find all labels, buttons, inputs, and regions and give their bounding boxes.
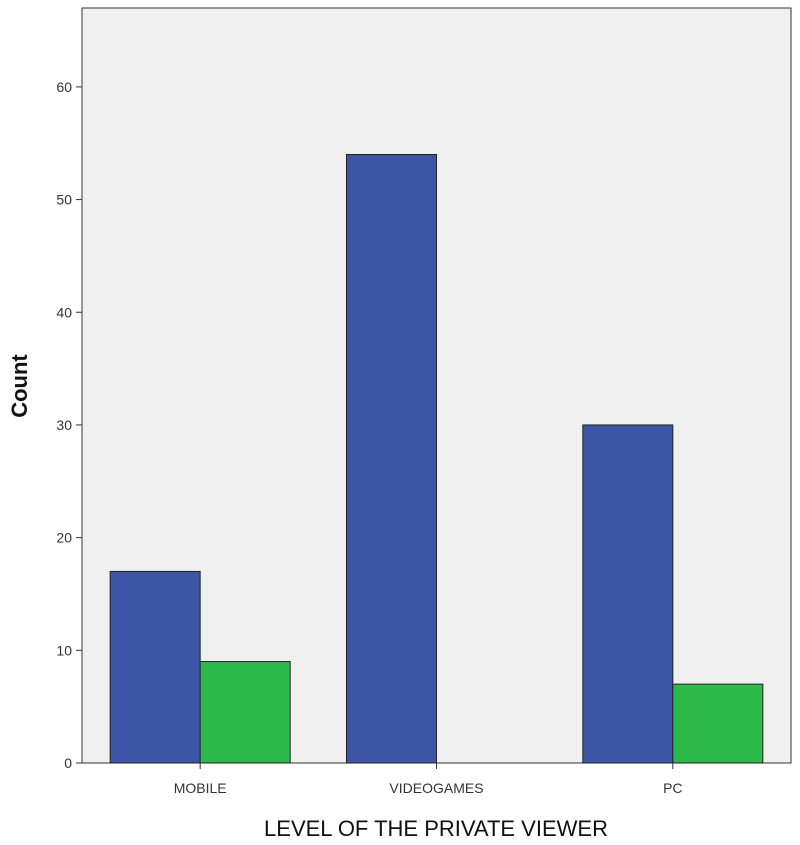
y-tick-label: 50	[56, 192, 72, 208]
bar-mobile-series-1	[109, 570, 201, 764]
y-tick-label: 0	[64, 755, 72, 771]
y-axis: 0 10 20 30 40 50 60	[56, 79, 82, 771]
x-tick-label: VIDEOGAMES	[389, 780, 483, 796]
y-tick-label: 10	[56, 642, 72, 658]
y-tick-label: 20	[56, 530, 72, 546]
y-axis-title: Count	[7, 354, 32, 418]
x-axis: MOBILE VIDEOGAMES PC	[174, 763, 683, 796]
x-tick-label: MOBILE	[174, 780, 227, 796]
y-tick-label: 60	[56, 79, 72, 95]
bar-pc-series-1	[582, 424, 674, 764]
y-tick-label: 30	[56, 417, 72, 433]
bar-mobile-series-2	[199, 661, 291, 764]
bar-videogames-series-1	[346, 153, 437, 764]
bars-group	[109, 153, 764, 764]
y-tick-label: 40	[56, 304, 72, 320]
x-tick-label: PC	[663, 780, 682, 796]
bar-pc-series-2	[672, 683, 764, 764]
x-axis-title: LEVEL OF THE PRIVATE VIEWER	[264, 816, 608, 841]
